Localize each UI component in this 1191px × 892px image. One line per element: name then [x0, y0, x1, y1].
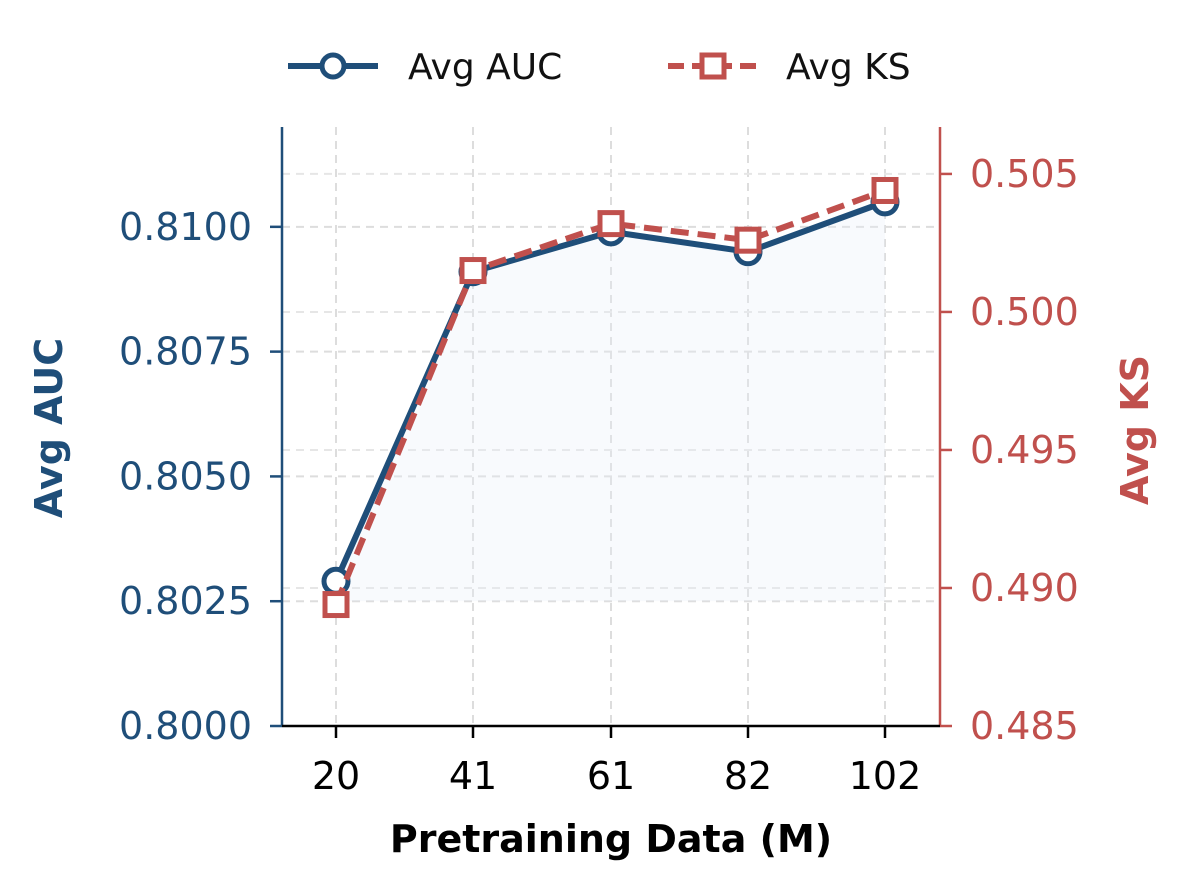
series: [321, 176, 900, 619]
legend-item-ks: Avg KS: [668, 47, 911, 88]
x-axis-title: Pretraining Data (M): [390, 817, 832, 861]
left-y-axis-title: Avg AUC: [27, 338, 71, 518]
left-tick-label: 0.8050: [119, 454, 252, 498]
x-tick-label: 41: [449, 754, 497, 798]
legend-label-auc: Avg AUC: [408, 47, 562, 88]
ks-point: [322, 591, 350, 619]
right-tick-label: 0.495: [970, 428, 1079, 472]
x-tick-label: 61: [587, 754, 635, 798]
right-tick-label: 0.490: [970, 566, 1079, 610]
legend-label-ks: Avg KS: [786, 47, 911, 88]
left-tick-label: 0.8100: [119, 205, 252, 249]
left-tick-label: 0.8075: [119, 330, 252, 374]
legend-marker-circle: [319, 52, 347, 80]
legend-marker-square: [699, 52, 727, 80]
left-tick-label: 0.8000: [119, 704, 252, 748]
ks-point: [734, 226, 762, 254]
x-tick-label: 102: [849, 754, 922, 798]
x-tick-label: 82: [724, 754, 772, 798]
right-tick-label: 0.505: [970, 152, 1079, 196]
right-y-ticks: 0.485 0.490 0.495 0.500 0.505: [940, 152, 1079, 748]
right-tick-label: 0.500: [970, 290, 1079, 334]
ks-point: [871, 176, 899, 204]
auc-area-fill: [336, 201, 885, 602]
legend-item-auc: Avg AUC: [288, 47, 562, 88]
ks-point: [597, 210, 625, 238]
left-tick-label: 0.8025: [119, 579, 252, 623]
left-y-ticks: 0.8000 0.8025 0.8050 0.8075 0.8100: [119, 205, 282, 748]
x-ticks: 20 41 61 82 102: [312, 726, 921, 798]
x-tick-label: 20: [312, 754, 360, 798]
ks-point: [459, 257, 487, 285]
legend: Avg AUC Avg KS: [288, 47, 911, 88]
right-tick-label: 0.485: [970, 704, 1079, 748]
right-y-axis-title: Avg KS: [1113, 355, 1157, 505]
